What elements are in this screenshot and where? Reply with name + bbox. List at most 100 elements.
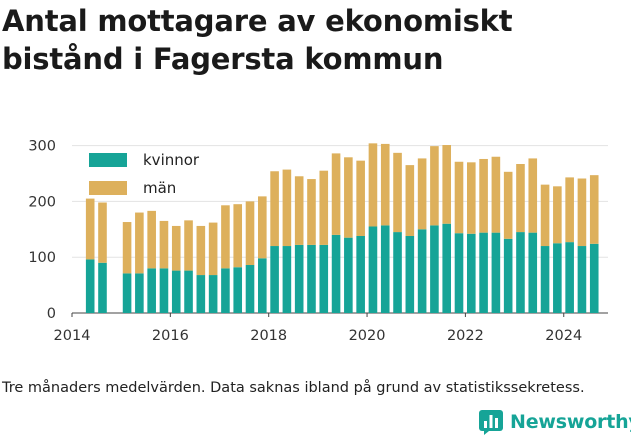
bar-kvinnor bbox=[442, 223, 452, 313]
bar-kvinnor bbox=[479, 232, 488, 313]
bar-män bbox=[282, 169, 292, 247]
bar-kvinnor bbox=[528, 232, 538, 313]
bar-män bbox=[221, 205, 230, 269]
bar-kvinnor bbox=[135, 273, 144, 313]
bar-män bbox=[503, 171, 513, 239]
bar-kvinnor bbox=[282, 246, 292, 313]
bar-män bbox=[553, 186, 562, 244]
bar-kvinnor bbox=[405, 235, 415, 313]
bar-män bbox=[208, 222, 218, 276]
legend-swatch bbox=[89, 153, 127, 167]
bar-kvinnor bbox=[307, 244, 316, 313]
y-axis: 0 100 200 300 bbox=[28, 139, 56, 322]
chart-title: Antal mottagare av ekonomiskt bistånd i … bbox=[2, 4, 513, 76]
bar-män bbox=[565, 177, 574, 243]
bar-män bbox=[516, 163, 525, 233]
x-tick-label: 2020 bbox=[349, 328, 386, 344]
bar-kvinnor bbox=[430, 225, 439, 313]
bar-kvinnor bbox=[258, 258, 267, 313]
bar-kvinnor bbox=[221, 268, 230, 313]
x-tick-label: 2014 bbox=[54, 328, 91, 344]
bar-kvinnor bbox=[233, 267, 243, 313]
bar-män bbox=[159, 220, 169, 269]
bar-kvinnor bbox=[184, 270, 193, 313]
bar-män bbox=[245, 201, 255, 266]
bar-män bbox=[393, 152, 402, 233]
bar-män bbox=[122, 222, 132, 274]
bar-män bbox=[479, 158, 488, 233]
bar-män bbox=[98, 202, 107, 263]
bar-män bbox=[331, 153, 341, 235]
bar-män bbox=[405, 165, 415, 236]
bar-kvinnor bbox=[356, 235, 365, 313]
bar-män bbox=[233, 204, 243, 268]
bar-män bbox=[589, 175, 599, 244]
bar-män bbox=[270, 171, 279, 247]
bar-män bbox=[171, 225, 181, 271]
brand-name: Newsworthy bbox=[510, 411, 631, 433]
bar-kvinnor bbox=[159, 268, 169, 313]
bar-kvinnor bbox=[491, 232, 501, 313]
bar-kvinnor bbox=[270, 246, 279, 313]
bar-män bbox=[442, 145, 452, 224]
y-tick-label: 0 bbox=[47, 306, 56, 322]
bar-chart-logo-icon bbox=[479, 410, 503, 435]
bar-kvinnor bbox=[553, 243, 562, 313]
bar-män bbox=[294, 176, 304, 245]
bar-kvinnor bbox=[516, 232, 525, 313]
bar-kvinnor bbox=[540, 246, 550, 313]
x-tick-label: 2018 bbox=[250, 328, 287, 344]
bar-kvinnor bbox=[466, 233, 476, 313]
bar-män bbox=[307, 179, 316, 245]
bar-män bbox=[344, 157, 353, 238]
bar-kvinnor bbox=[319, 244, 329, 313]
bar-män bbox=[417, 158, 427, 230]
bar-män bbox=[184, 220, 193, 271]
bar-kvinnor bbox=[196, 275, 206, 313]
bar-kvinnor bbox=[454, 233, 464, 313]
chart-caption: Tre månaders medelvärden. Data saknas ib… bbox=[2, 380, 585, 396]
bar-kvinnor bbox=[565, 242, 574, 313]
bar-män bbox=[196, 225, 206, 276]
bar-män bbox=[356, 160, 365, 236]
x-tick-label: 2022 bbox=[447, 328, 484, 344]
bar-kvinnor bbox=[368, 226, 378, 313]
y-tick-label: 200 bbox=[28, 194, 56, 210]
brand-logo[interactable]: Newsworthy bbox=[478, 407, 631, 437]
bar-kvinnor bbox=[344, 237, 353, 313]
legend-swatch bbox=[89, 181, 127, 195]
bar-kvinnor bbox=[208, 275, 218, 313]
y-tick-label: 300 bbox=[28, 139, 56, 155]
bar-män bbox=[540, 184, 550, 247]
bar-kvinnor bbox=[245, 265, 255, 313]
bar-män bbox=[368, 143, 378, 227]
bar-män bbox=[466, 162, 476, 234]
bar-män bbox=[319, 170, 329, 245]
bar-kvinnor bbox=[331, 234, 341, 313]
bar-män bbox=[454, 161, 464, 234]
bar-kvinnor bbox=[589, 243, 599, 313]
bar-kvinnor bbox=[393, 232, 402, 313]
legend: kvinnor män bbox=[89, 151, 200, 197]
bar-kvinnor bbox=[171, 270, 181, 313]
bar-kvinnor bbox=[85, 259, 95, 313]
bar-kvinnor bbox=[294, 244, 304, 313]
legend-label: män bbox=[143, 179, 176, 197]
bar-kvinnor bbox=[503, 238, 513, 313]
bar-män bbox=[528, 158, 538, 233]
x-tick-label: 2024 bbox=[545, 328, 582, 344]
bar-kvinnor bbox=[147, 268, 156, 313]
bar-män bbox=[258, 196, 267, 259]
bar-män bbox=[147, 210, 156, 269]
bar-kvinnor bbox=[417, 229, 427, 313]
legend-label: kvinnor bbox=[143, 151, 200, 169]
bar-kvinnor bbox=[380, 225, 390, 313]
bar-kvinnor bbox=[577, 246, 587, 313]
bar-män bbox=[577, 178, 587, 247]
bar-män bbox=[430, 146, 439, 226]
x-axis: 2014 2016 2018 2020 2022 2024 bbox=[54, 313, 582, 344]
bar-män bbox=[85, 198, 95, 260]
bar-män bbox=[380, 143, 390, 226]
bar-män bbox=[135, 212, 144, 274]
